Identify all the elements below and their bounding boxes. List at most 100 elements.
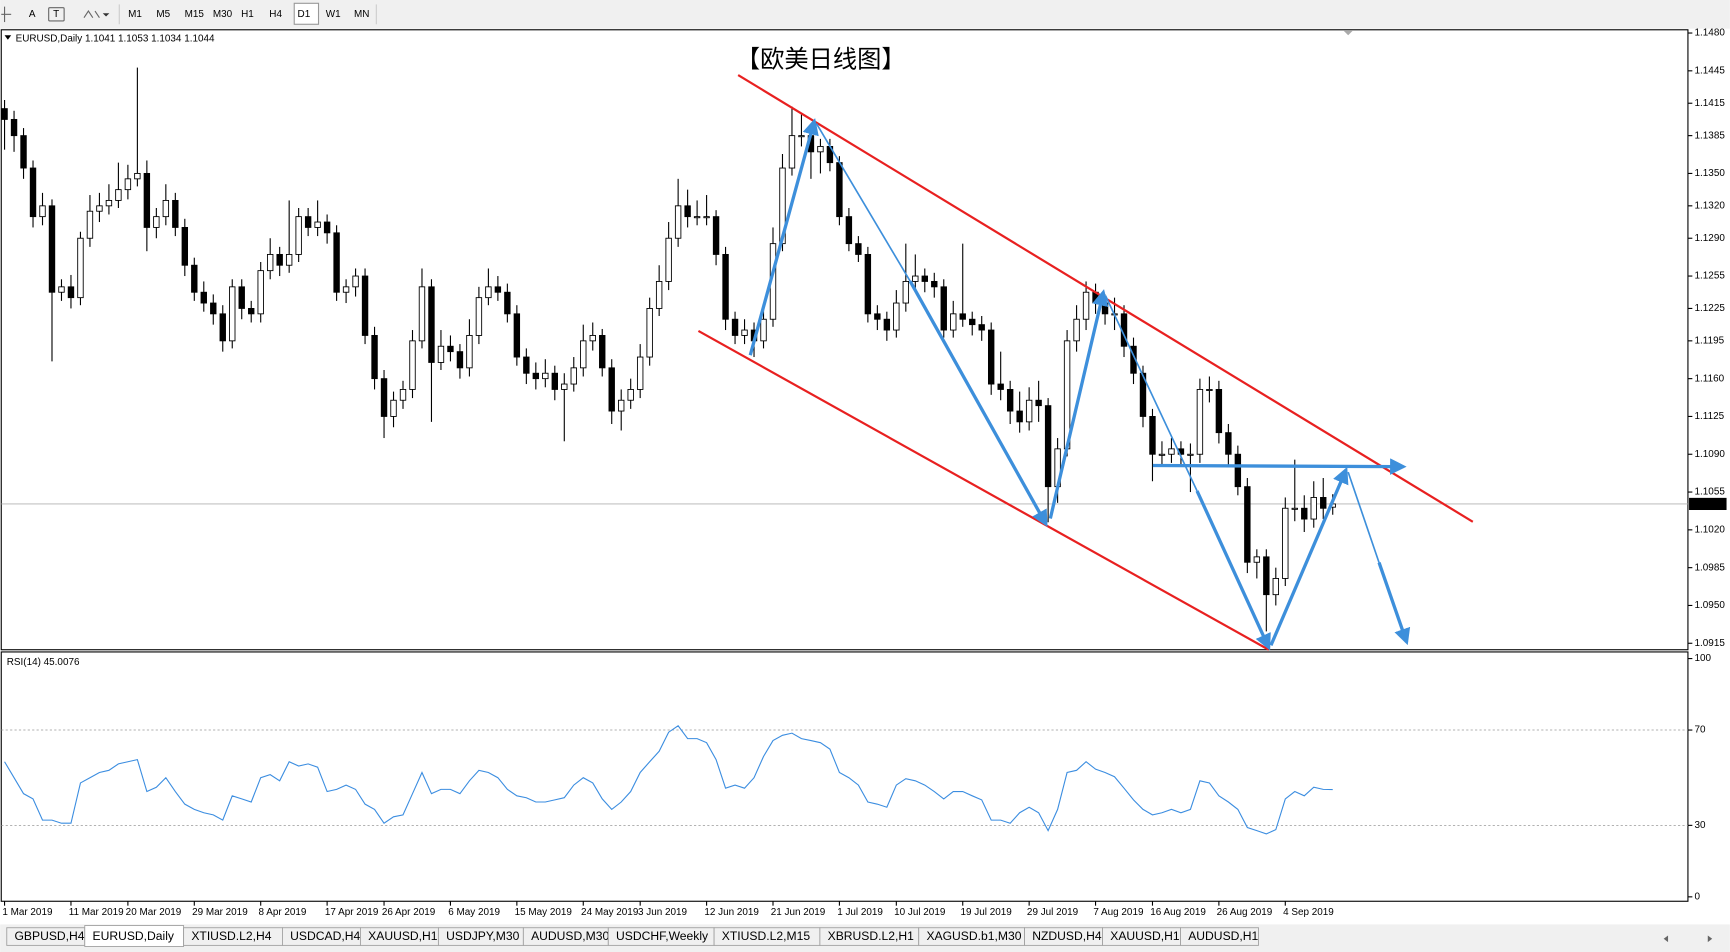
candle-body xyxy=(323,221,331,234)
candle-body xyxy=(1101,302,1109,315)
candle-body xyxy=(437,345,445,363)
rsi-tick-label: 0 xyxy=(1695,891,1701,902)
candle-body xyxy=(1215,389,1223,434)
candle-body xyxy=(703,216,710,219)
candle-body xyxy=(1016,410,1023,423)
candle-body xyxy=(1168,448,1175,455)
tab-scroll xyxy=(1663,935,1713,943)
tab-label[interactable]: USDCAD,H4 xyxy=(290,929,360,943)
tab[interactable] xyxy=(1180,927,1259,946)
candle-body xyxy=(504,291,511,315)
tab-label[interactable]: XAUUSD,H1 xyxy=(1110,929,1180,943)
x-tick-label: 20 Mar 2019 xyxy=(126,907,182,918)
candle-body xyxy=(342,286,350,293)
candle-body xyxy=(627,389,634,401)
candle-body xyxy=(134,172,141,180)
y-tick-label: 1.1445 xyxy=(1695,65,1726,76)
tab-label[interactable]: XTIUSD.L2,H4 xyxy=(191,929,271,943)
tool-label[interactable]: T xyxy=(53,9,59,20)
candle-body xyxy=(475,297,483,336)
tab-label[interactable]: GBPUSD,H4 xyxy=(14,929,84,943)
timeframe-button[interactable]: H4 xyxy=(269,9,282,20)
toolbar xyxy=(0,0,1730,29)
tab-label[interactable]: USDJPY,M30 xyxy=(446,929,519,943)
timeframe-button[interactable]: W1 xyxy=(326,9,341,20)
candle-body xyxy=(570,367,577,385)
candle-body xyxy=(532,372,540,380)
candle-body xyxy=(29,167,37,218)
y-tick-label: 1.1255 xyxy=(1695,271,1726,282)
candle-body xyxy=(693,216,701,219)
candle-body xyxy=(20,135,27,169)
candle-body xyxy=(712,216,720,255)
candle-body xyxy=(1301,507,1308,520)
candle-body xyxy=(1158,453,1166,456)
candle-body xyxy=(1272,578,1280,596)
candle-body xyxy=(580,340,587,369)
candle-body xyxy=(380,378,388,417)
candle-body xyxy=(874,313,881,320)
timeframe-button[interactable]: D1 xyxy=(298,9,311,20)
candle-body xyxy=(143,172,151,228)
channel-lower xyxy=(697,329,1270,651)
candle-body xyxy=(304,216,312,228)
timeframe-button[interactable]: M1 xyxy=(128,9,142,20)
tab-label[interactable]: USDCHF,Weekly xyxy=(616,929,709,943)
candle-body xyxy=(418,286,426,342)
candle-body xyxy=(285,253,293,266)
candle-body xyxy=(599,335,606,369)
tab-label[interactable]: XAUUSD,H1 xyxy=(368,929,438,943)
tab-label[interactable]: NZDUSD,H4 xyxy=(1032,929,1102,943)
x-tick-label: 1 Mar 2019 xyxy=(2,907,53,918)
tab-label[interactable]: XTIUSD.L2,M15 xyxy=(722,929,811,943)
candle-body xyxy=(48,205,56,293)
candle-body xyxy=(950,313,957,331)
timeframe-button[interactable]: M30 xyxy=(213,9,233,20)
rsi-header: RSI(14) 45.0076 xyxy=(7,657,80,668)
candle-body xyxy=(1,108,8,120)
y-tick-label: 1.1020 xyxy=(1695,524,1726,535)
x-tick-label: 7 Aug 2019 xyxy=(1093,907,1144,918)
tab-label[interactable]: AUDUSD,H1 xyxy=(1188,929,1258,943)
candle-body xyxy=(921,275,928,282)
tool-text[interactable]: A xyxy=(29,9,36,20)
candle-body xyxy=(181,226,189,266)
timeframe-button[interactable]: M15 xyxy=(185,9,205,20)
candle-body xyxy=(77,237,84,299)
candle-body xyxy=(1206,389,1213,391)
tab-label[interactable]: XBRUSD.L2,H1 xyxy=(828,929,915,943)
tab-label[interactable]: AUDUSD,M30 xyxy=(531,929,609,943)
header-arrow xyxy=(4,35,12,40)
y-tick-label: 1.1415 xyxy=(1695,98,1726,109)
candle-body xyxy=(684,205,691,218)
candle-body xyxy=(124,178,132,191)
candle-body xyxy=(987,329,995,385)
timeframe-button[interactable]: H1 xyxy=(241,9,254,20)
candle-body xyxy=(295,216,302,255)
tab-label[interactable]: XAGUSD.b1,M30 xyxy=(926,929,1021,943)
timeframe-button[interactable]: MN xyxy=(354,9,369,20)
timeframe-button[interactable]: M5 xyxy=(156,9,170,20)
candle-body xyxy=(1044,405,1052,488)
tab-label[interactable]: EURUSD,Daily xyxy=(92,929,174,943)
wave-arrows xyxy=(748,118,1411,651)
candle-body xyxy=(466,335,473,369)
candle-body xyxy=(485,286,492,299)
candle-body xyxy=(855,243,862,255)
candle-body xyxy=(655,280,663,309)
candle-body xyxy=(1320,497,1327,509)
candle-body xyxy=(1006,389,1014,412)
candle-body xyxy=(1196,389,1204,455)
low: 1.1034 xyxy=(151,33,182,44)
candle-body xyxy=(608,367,615,412)
y-tick-label: 1.0950 xyxy=(1695,600,1726,611)
x-tick-label: 26 Apr 2019 xyxy=(382,907,436,918)
candle-body xyxy=(978,324,985,331)
candle-body xyxy=(153,216,160,228)
candle-body xyxy=(399,389,407,401)
candle-body xyxy=(1187,453,1194,456)
candle-body xyxy=(115,189,122,201)
candle-body xyxy=(58,286,65,293)
